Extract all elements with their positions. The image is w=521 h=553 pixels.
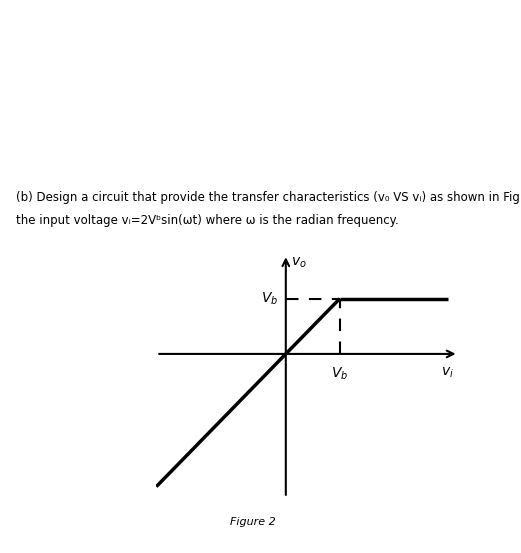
Text: (b) Design a circuit that provide the transfer characteristics (v₀ VS vᵢ) as sho: (b) Design a circuit that provide the tr… xyxy=(16,191,521,204)
Text: ▬: ▬ xyxy=(452,26,465,40)
Text: $v_i$: $v_i$ xyxy=(441,366,454,380)
Text: the input voltage vᵢ=2Vᵇsin(ωt) where ω is the radian frequency.: the input voltage vᵢ=2Vᵇsin(ωt) where ω … xyxy=(16,214,399,227)
Text: $V_b$: $V_b$ xyxy=(260,290,278,307)
Text: $v_o$: $v_o$ xyxy=(291,256,307,270)
Text: Figure 2: Figure 2 xyxy=(230,517,276,527)
Text: $V_b$: $V_b$ xyxy=(331,366,349,383)
